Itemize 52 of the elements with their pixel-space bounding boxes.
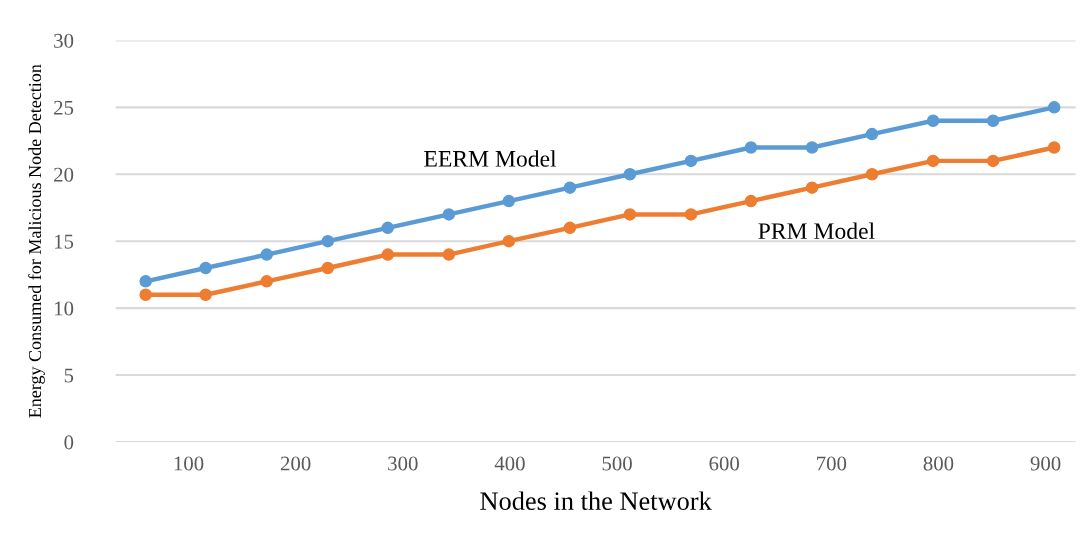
y-tick-label: 10	[55, 301, 74, 316]
point	[139, 288, 152, 301]
series-label: PRM Model	[758, 222, 875, 240]
point	[926, 114, 940, 127]
point	[805, 181, 819, 194]
point	[502, 234, 516, 248]
point	[199, 261, 212, 275]
y-tick-label: 15	[55, 234, 74, 249]
y-tick-label: 5	[64, 368, 74, 383]
point	[805, 141, 819, 154]
point	[442, 248, 456, 261]
point	[199, 288, 212, 301]
point	[442, 208, 456, 221]
x-tick-label: 600	[709, 456, 740, 471]
point	[139, 275, 152, 288]
x-tick-label: 200	[280, 456, 311, 471]
point	[986, 114, 1000, 127]
point	[321, 234, 335, 248]
point	[563, 221, 577, 235]
point	[865, 127, 879, 141]
series-label: EERM Model	[424, 150, 557, 167]
x-tick-label: 500	[602, 456, 632, 471]
x-tick-label: 800	[923, 456, 954, 471]
point	[744, 194, 758, 208]
point	[260, 275, 273, 288]
x-axis-title: Nodes in the Network	[480, 491, 712, 510]
point	[744, 141, 758, 154]
point	[381, 221, 395, 235]
point	[563, 181, 577, 194]
point	[260, 248, 273, 261]
point	[502, 194, 516, 208]
point	[865, 168, 879, 181]
y-tick-label: 20	[54, 167, 74, 182]
point	[623, 208, 637, 221]
point	[381, 248, 395, 261]
x-tick-label: 700	[817, 456, 847, 471]
x-tick-label: 400	[494, 456, 525, 471]
y-tick-label: 25	[54, 100, 74, 115]
point	[1047, 141, 1061, 154]
y-tick-label: 0	[64, 435, 74, 450]
point	[623, 168, 637, 181]
point	[986, 154, 1000, 168]
y-tick-label: 30	[54, 33, 74, 48]
x-tick-label: 100	[174, 456, 204, 471]
x-tick-label: 300	[388, 456, 418, 471]
point	[321, 261, 335, 275]
point	[684, 154, 698, 168]
y-axis-title: Energy Consumed for Malicious Node Detection	[28, 64, 45, 418]
point	[1047, 101, 1061, 114]
x-tick-label: 900	[1030, 456, 1061, 471]
point	[926, 154, 940, 168]
point	[684, 208, 698, 221]
